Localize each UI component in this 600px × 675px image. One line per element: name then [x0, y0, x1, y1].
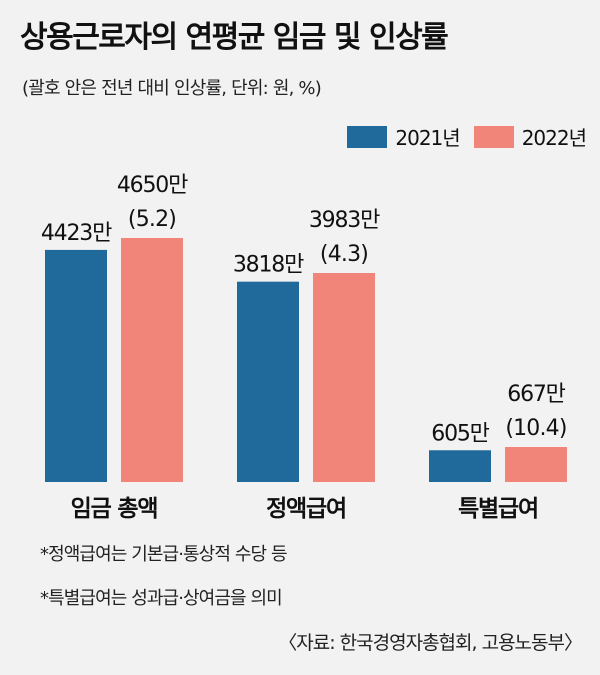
- bar-2021-0: [45, 249, 107, 482]
- bar-value-label-2021-2: 605만: [431, 421, 489, 446]
- legend-item-2021: 2021년: [347, 122, 461, 151]
- bar-2022-0: [121, 238, 183, 482]
- legend: 2021년 2022년: [347, 122, 587, 151]
- footnote-fixed-pay: *정액급여는 기본급·통상적 수당 등: [40, 544, 288, 565]
- bar-2022-2: [505, 447, 567, 482]
- legend-swatch-2021: [347, 125, 388, 148]
- legend-label-2021: 2021년: [395, 126, 460, 150]
- bar-value-label-2022-0: 4650만: [117, 173, 188, 198]
- chart-title: 상용근로자의 연평균 임금 및 인상률: [20, 20, 449, 55]
- bar-2021-2: [429, 450, 491, 482]
- chart-subtitle: (괄호 안은 전년 대비 인상률, 단위: 원, %): [22, 78, 322, 99]
- category-label-1: 정액급여: [266, 496, 346, 522]
- bar-value-label-2022-1: 3983만: [309, 208, 380, 233]
- rate-label-2: (10.4): [505, 416, 566, 441]
- legend-item-2022: 2022년: [473, 122, 587, 151]
- source-credit: 〈자료: 한국경영자총협회, 고용노동부〉: [278, 632, 583, 654]
- rate-label-0: (5.2): [128, 207, 176, 232]
- bar-value-label-2021-1: 3818만: [233, 253, 304, 278]
- footnote-special-pay: *특별급여는 성과급·상여금을 의미: [40, 588, 283, 609]
- category-label-0: 임금 총액: [71, 496, 158, 522]
- category-label-2: 특별급여: [458, 496, 538, 522]
- bar-value-label-2021-0: 4423만: [41, 221, 112, 246]
- legend-label-2022: 2022년: [521, 126, 587, 150]
- bar-2022-1: [313, 272, 375, 482]
- rate-label-1: (4.3): [320, 242, 368, 267]
- legend-swatch-2022: [473, 125, 514, 148]
- bar-value-label-2022-2: 667만: [507, 382, 565, 407]
- bar-2021-1: [237, 281, 299, 482]
